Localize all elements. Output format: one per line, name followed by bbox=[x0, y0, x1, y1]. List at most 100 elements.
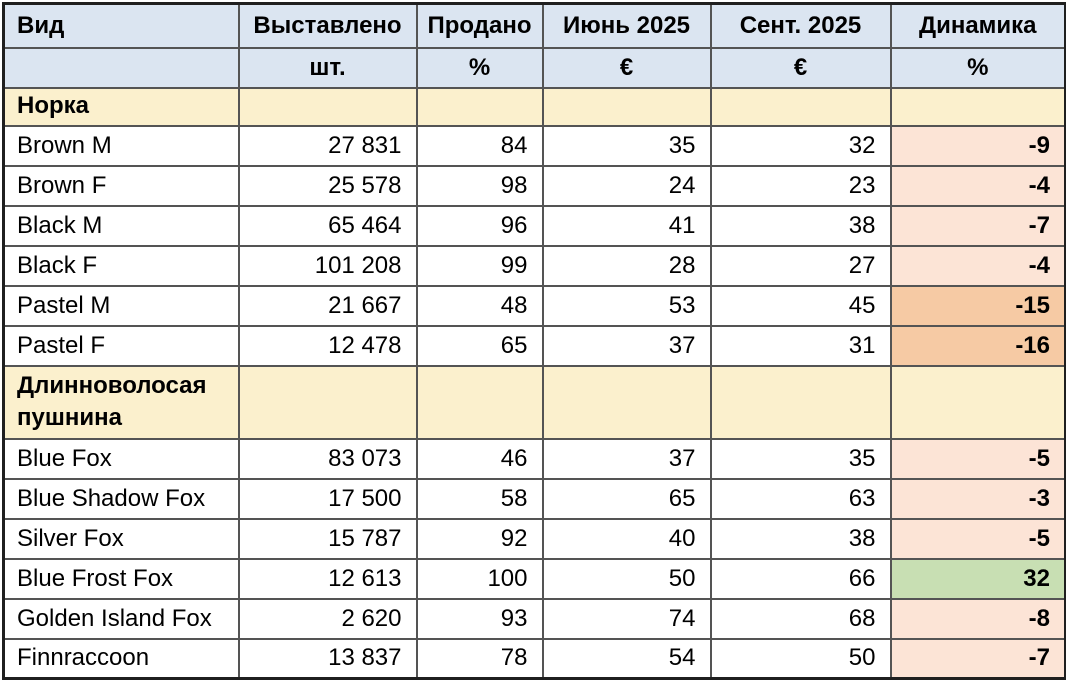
unit-sep2025: € bbox=[709, 46, 892, 89]
table-row: Finnraccoon 13 837 78 54 50 -7 bbox=[2, 637, 1066, 680]
cell-sold: 65 bbox=[415, 324, 544, 367]
cell-jun2025: 65 bbox=[541, 477, 712, 520]
cell-offered: 12 613 bbox=[237, 557, 418, 600]
fur-auction-table: Вид Выставлено Продано Июнь 2025 Сент. 2… bbox=[2, 2, 1066, 680]
empty-cell bbox=[415, 364, 544, 440]
cell-sep2025: 38 bbox=[709, 517, 892, 560]
cell-type: Brown F bbox=[2, 164, 240, 207]
cell-sold: 93 bbox=[415, 597, 544, 640]
cell-dynamics: -7 bbox=[889, 204, 1066, 247]
table-row: Brown M 27 831 84 35 32 -9 bbox=[2, 124, 1066, 167]
cell-dynamics: -7 bbox=[889, 637, 1066, 680]
empty-cell bbox=[237, 364, 418, 440]
cell-offered: 12 478 bbox=[237, 324, 418, 367]
cell-jun2025: 54 bbox=[541, 637, 712, 680]
column-header-sep2025: Сент. 2025 bbox=[709, 2, 892, 49]
column-header-sold: Продано bbox=[415, 2, 544, 49]
cell-dynamics: -9 bbox=[889, 124, 1066, 167]
cell-sep2025: 32 bbox=[709, 124, 892, 167]
column-header-dynamics: Динамика bbox=[889, 2, 1066, 49]
cell-type: Black M bbox=[2, 204, 240, 247]
cell-sold: 92 bbox=[415, 517, 544, 560]
cell-offered: 15 787 bbox=[237, 517, 418, 560]
cell-offered: 2 620 bbox=[237, 597, 418, 640]
cell-sep2025: 66 bbox=[709, 557, 892, 600]
cell-type: Blue Frost Fox bbox=[2, 557, 240, 600]
cell-type: Black F bbox=[2, 244, 240, 287]
table-row: Black F 101 208 99 28 27 -4 bbox=[2, 244, 1066, 287]
cell-type: Brown M bbox=[2, 124, 240, 167]
units-row: шт. % € € % bbox=[2, 46, 1066, 89]
empty-cell bbox=[709, 364, 892, 440]
cell-dynamics: 32 bbox=[889, 557, 1066, 600]
table-row: Blue Shadow Fox 17 500 58 65 63 -3 bbox=[2, 477, 1066, 520]
section-label: Длинноволосая пушнина bbox=[2, 364, 240, 440]
column-header-offered: Выставлено bbox=[237, 2, 418, 49]
cell-dynamics: -4 bbox=[889, 244, 1066, 287]
cell-type: Blue Fox bbox=[2, 437, 240, 480]
cell-jun2025: 53 bbox=[541, 284, 712, 327]
cell-sep2025: 35 bbox=[709, 437, 892, 480]
cell-sep2025: 68 bbox=[709, 597, 892, 640]
cell-sep2025: 45 bbox=[709, 284, 892, 327]
table-row: Pastel F 12 478 65 37 31 -16 bbox=[2, 324, 1066, 367]
cell-dynamics: -8 bbox=[889, 597, 1066, 640]
cell-offered: 13 837 bbox=[237, 637, 418, 680]
unit-type bbox=[2, 46, 240, 89]
cell-sep2025: 23 bbox=[709, 164, 892, 207]
unit-offered: шт. bbox=[237, 46, 418, 89]
cell-dynamics: -5 bbox=[889, 517, 1066, 560]
section-row-mink: Норка bbox=[2, 86, 1066, 127]
cell-offered: 25 578 bbox=[237, 164, 418, 207]
table-row: Pastel M 21 667 48 53 45 -15 bbox=[2, 284, 1066, 327]
cell-sold: 78 bbox=[415, 637, 544, 680]
cell-jun2025: 40 bbox=[541, 517, 712, 560]
cell-type: Pastel M bbox=[2, 284, 240, 327]
table-row: Brown F 25 578 98 24 23 -4 bbox=[2, 164, 1066, 207]
cell-dynamics: -16 bbox=[889, 324, 1066, 367]
empty-cell bbox=[889, 86, 1066, 127]
column-header-jun2025: Июнь 2025 bbox=[541, 2, 712, 49]
cell-jun2025: 74 bbox=[541, 597, 712, 640]
cell-jun2025: 28 bbox=[541, 244, 712, 287]
cell-offered: 27 831 bbox=[237, 124, 418, 167]
unit-dynamics: % bbox=[889, 46, 1066, 89]
column-header-type: Вид bbox=[2, 2, 240, 49]
cell-offered: 101 208 bbox=[237, 244, 418, 287]
table-row: Blue Fox 83 073 46 37 35 -5 bbox=[2, 437, 1066, 480]
cell-dynamics: -15 bbox=[889, 284, 1066, 327]
cell-sold: 100 bbox=[415, 557, 544, 600]
section-row-longhair: Длинноволосая пушнина bbox=[2, 364, 1066, 440]
empty-cell bbox=[709, 86, 892, 127]
unit-sold: % bbox=[415, 46, 544, 89]
cell-type: Golden Island Fox bbox=[2, 597, 240, 640]
cell-type: Finnraccoon bbox=[2, 637, 240, 680]
cell-jun2025: 37 bbox=[541, 437, 712, 480]
cell-offered: 21 667 bbox=[237, 284, 418, 327]
cell-jun2025: 37 bbox=[541, 324, 712, 367]
unit-jun2025: € bbox=[541, 46, 712, 89]
cell-sep2025: 38 bbox=[709, 204, 892, 247]
table-row: Silver Fox 15 787 92 40 38 -5 bbox=[2, 517, 1066, 560]
cell-jun2025: 24 bbox=[541, 164, 712, 207]
cell-dynamics: -5 bbox=[889, 437, 1066, 480]
cell-sold: 96 bbox=[415, 204, 544, 247]
cell-dynamics: -3 bbox=[889, 477, 1066, 520]
section-label: Норка bbox=[2, 86, 240, 127]
cell-sold: 98 bbox=[415, 164, 544, 207]
cell-dynamics: -4 bbox=[889, 164, 1066, 207]
cell-sep2025: 63 bbox=[709, 477, 892, 520]
cell-sold: 58 bbox=[415, 477, 544, 520]
empty-cell bbox=[415, 86, 544, 127]
cell-sep2025: 50 bbox=[709, 637, 892, 680]
cell-sold: 46 bbox=[415, 437, 544, 480]
table-row: Blue Frost Fox 12 613 100 50 66 32 bbox=[2, 557, 1066, 600]
cell-jun2025: 41 bbox=[541, 204, 712, 247]
empty-cell bbox=[541, 86, 712, 127]
table-row: Golden Island Fox 2 620 93 74 68 -8 bbox=[2, 597, 1066, 640]
cell-type: Pastel F bbox=[2, 324, 240, 367]
cell-offered: 65 464 bbox=[237, 204, 418, 247]
cell-offered: 83 073 bbox=[237, 437, 418, 480]
empty-cell bbox=[889, 364, 1066, 440]
table-row: Black M 65 464 96 41 38 -7 bbox=[2, 204, 1066, 247]
